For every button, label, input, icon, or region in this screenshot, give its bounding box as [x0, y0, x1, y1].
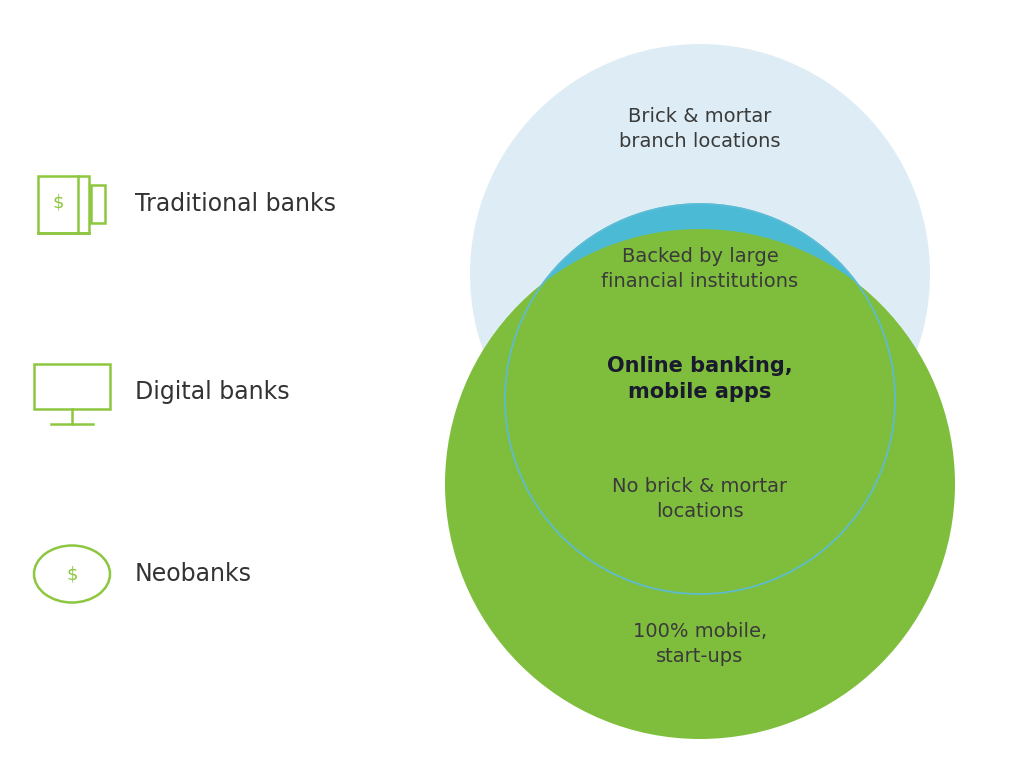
- Text: Backed by large
financial institutions: Backed by large financial institutions: [601, 247, 799, 291]
- Text: 100% mobile,
start-ups: 100% mobile, start-ups: [633, 622, 767, 666]
- Text: $: $: [67, 565, 78, 583]
- Text: $: $: [52, 193, 63, 211]
- Text: Neobanks: Neobanks: [135, 562, 252, 586]
- Text: Brick & mortar
branch locations: Brick & mortar branch locations: [620, 107, 780, 151]
- Ellipse shape: [470, 44, 930, 504]
- Text: Online banking,
mobile apps: Online banking, mobile apps: [607, 356, 793, 402]
- Text: Traditional banks: Traditional banks: [135, 192, 336, 216]
- Ellipse shape: [445, 229, 955, 739]
- Text: No brick & mortar
locations: No brick & mortar locations: [612, 477, 787, 521]
- Text: Digital banks: Digital banks: [135, 380, 290, 404]
- Ellipse shape: [505, 204, 895, 594]
